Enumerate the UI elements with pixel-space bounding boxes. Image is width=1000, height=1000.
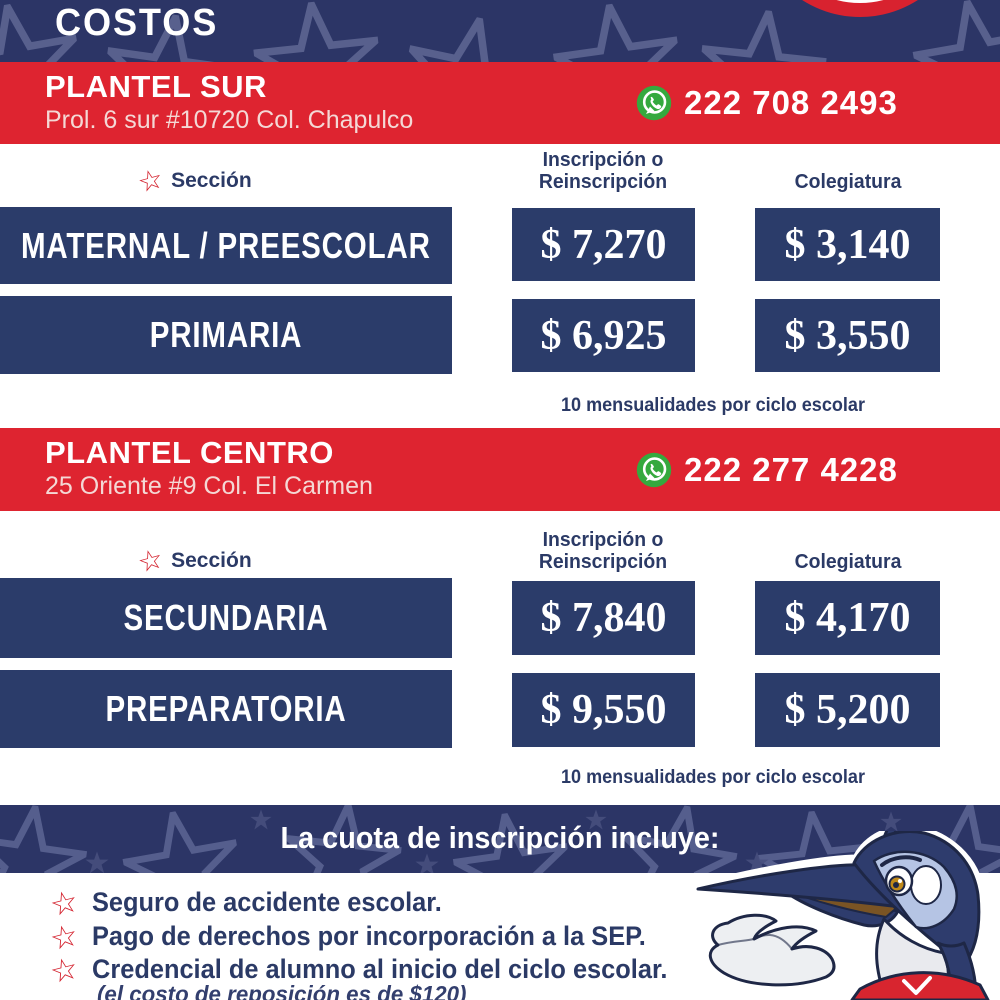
whatsapp-icon[interactable]: [636, 452, 672, 488]
plantel-address: 25 Oriente #9 Col. El Carmen: [45, 472, 373, 500]
column-header-line1: Inscripción o: [542, 529, 664, 551]
column-header-line2: Reinscripción: [538, 171, 668, 193]
mascot-bird: [691, 831, 1000, 1000]
plantel-name: PLANTEL SUR: [45, 69, 267, 104]
star-bullet-icon: ☆: [46, 949, 82, 991]
price-inscripcion-preparatoria: $ 9,550: [512, 673, 695, 747]
row-label: SECUNDARIA: [123, 597, 329, 638]
section-row-maternal-preescolar: MATERNAL / PREESCOLAR: [0, 207, 452, 284]
include-item-label: Pago de derechos por incorporación a la …: [92, 921, 646, 951]
includes-title: La cuota de inscripción incluye:: [280, 820, 720, 855]
plantel-name: PLANTEL CENTRO: [45, 435, 334, 470]
mascot-collar: [902, 976, 932, 995]
row-label: PREPARATORIA: [105, 688, 347, 729]
section-header-label: Sección: [171, 169, 252, 192]
column-header-colegiatura: Colegiatura: [794, 171, 902, 193]
price-inscripcion-primaria: $ 6,925: [512, 299, 695, 372]
mascot-cheek: [910, 865, 942, 905]
column-header-inscripcion: Inscripción o Reinscripción: [496, 149, 709, 193]
phone-number[interactable]: 222 277 4228: [684, 450, 898, 488]
price-colegiatura-maternal: $ 3,140: [755, 208, 940, 281]
plantel-sur-banner: PLANTEL SUR Prol. 6 sur #10720 Col. Chap…: [0, 62, 1000, 144]
note-mensualidades: 10 mensualidades por ciclo escolar: [561, 395, 865, 416]
school-logo-badge: [802, 0, 918, 17]
price-colegiatura-primaria: $ 3,550: [755, 299, 940, 372]
column-header-inscripcion: Inscripción o Reinscripción: [496, 529, 709, 573]
include-item: ☆ Credencial de alumno al inicio del cic…: [46, 950, 704, 991]
include-item: ☆ Pago de derechos por incorporación a l…: [46, 917, 681, 958]
section-header: ☆ Sección: [134, 542, 252, 579]
price-inscripcion-secundaria: $ 7,840: [512, 581, 695, 655]
include-item-label: Credencial de alumno al inicio del ciclo…: [92, 954, 668, 984]
section-star-icon: ☆: [134, 542, 167, 579]
mascot-brow: [880, 855, 922, 867]
price-inscripcion-maternal: $ 7,270: [512, 208, 695, 281]
price-colegiatura-secundaria: $ 4,170: [755, 581, 940, 655]
section-star-icon: ☆: [134, 162, 167, 199]
include-item-label: Seguro de accidente escolar.: [92, 887, 442, 917]
page-title: COSTOS: [55, 2, 219, 44]
include-item: ☆ Seguro de accidente escolar.: [46, 883, 464, 924]
section-row-secundaria: SECUNDARIA: [0, 578, 452, 658]
price-colegiatura-preparatoria: $ 5,200: [755, 673, 940, 747]
footnote-reposicion: (el costo de reposición es de $120): [97, 981, 467, 1000]
plantel-address: Prol. 6 sur #10720 Col. Chapulco: [45, 106, 414, 134]
column-header-line2: Reinscripción: [538, 551, 668, 573]
mascot-hand: [708, 913, 836, 987]
phone-number[interactable]: 222 708 2493: [684, 84, 898, 121]
phone-group: 222 708 2493: [636, 62, 898, 144]
phone-group: 222 277 4228: [636, 428, 898, 511]
whatsapp-icon[interactable]: [636, 85, 672, 121]
section-row-preparatoria: PREPARATORIA: [0, 670, 452, 748]
row-label: MATERNAL / PREESCOLAR: [21, 224, 431, 266]
note-mensualidades: 10 mensualidades por ciclo escolar: [561, 767, 865, 788]
plantel-centro-banner: PLANTEL CENTRO 25 Oriente #9 Col. El Car…: [0, 428, 1000, 511]
section-header: ☆ Sección: [134, 162, 252, 199]
column-header-line1: Inscripción o: [542, 149, 664, 171]
column-header-colegiatura: Colegiatura: [794, 551, 902, 573]
row-label: PRIMARIA: [149, 314, 303, 355]
section-header-label: Sección: [171, 549, 252, 572]
section-row-primaria: PRIMARIA: [0, 296, 452, 374]
